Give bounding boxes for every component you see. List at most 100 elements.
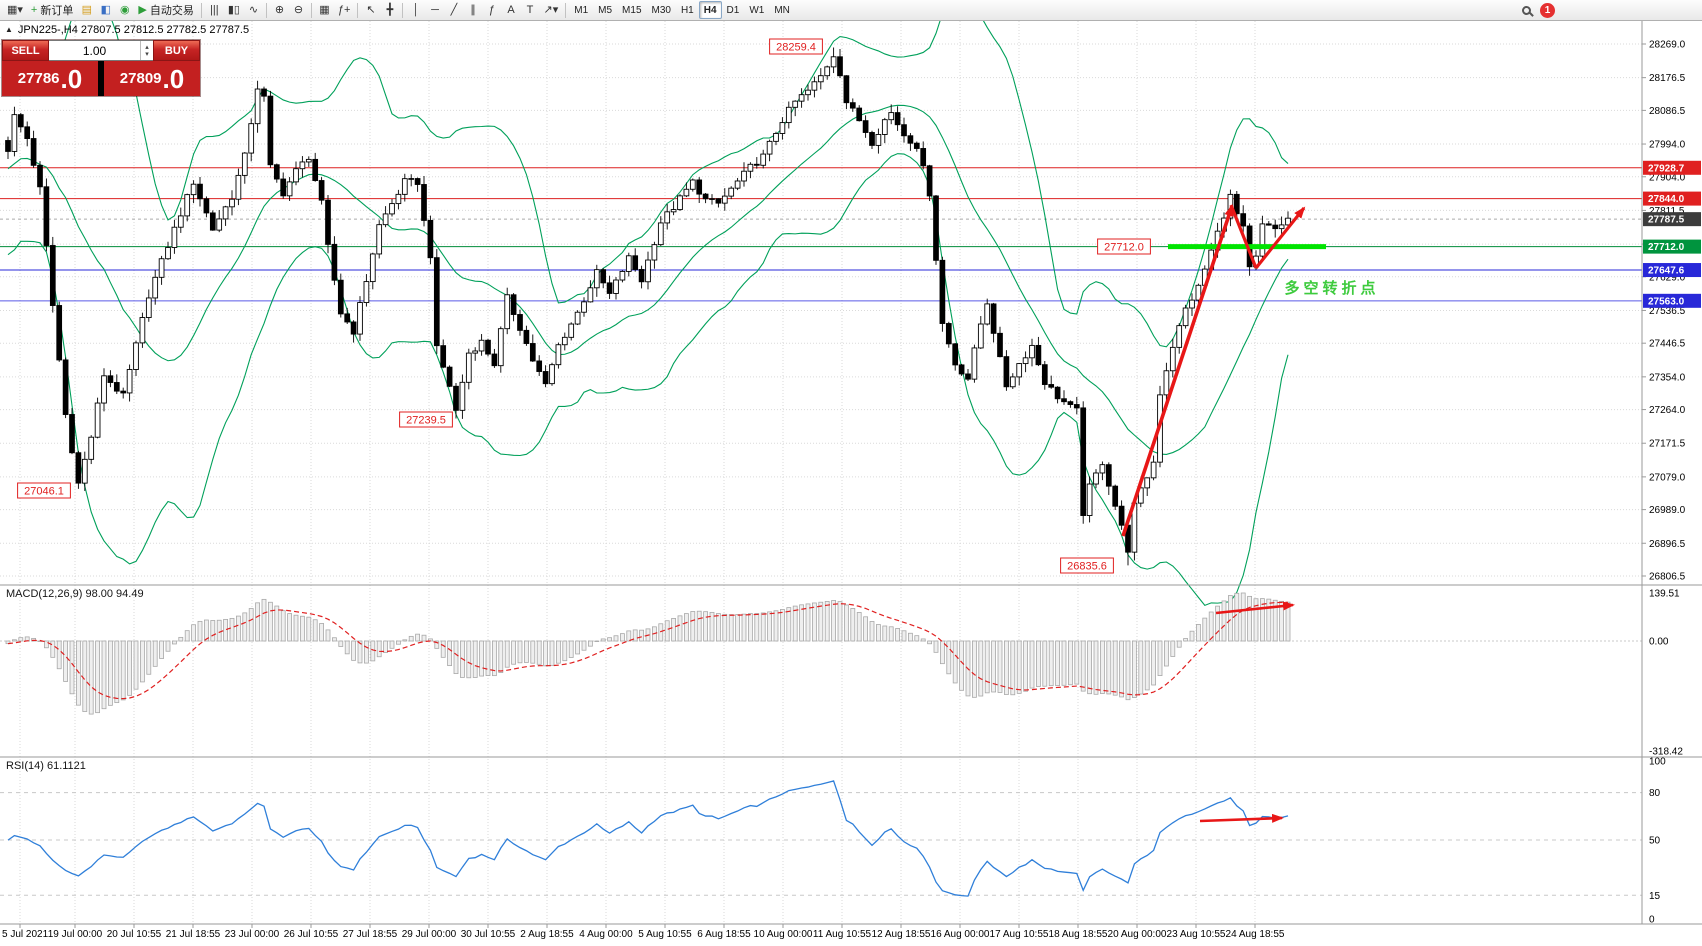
fibonacci-button[interactable]: ƒ — [482, 1, 501, 19]
svg-text:23 Aug 10:55: 23 Aug 10:55 — [1167, 929, 1226, 940]
tile-windows-button-icon: ▦ — [319, 3, 330, 16]
autotrading-button-icon: ▶ — [138, 3, 147, 16]
navigator-button[interactable]: ◉ — [115, 1, 134, 19]
bar-chart-button-icon: ||| — [210, 3, 219, 16]
svg-text:10 Aug 00:00: 10 Aug 00:00 — [754, 929, 813, 940]
data-window-button[interactable]: ◧ — [96, 1, 115, 19]
vertical-line-button[interactable]: │ — [406, 1, 425, 19]
timeframe-m30-button[interactable]: M30 — [651, 4, 671, 16]
zoom-in-button-icon: ⊕ — [274, 3, 285, 16]
tile-windows-button[interactable]: ▦ — [315, 1, 334, 19]
volume-down-icon[interactable]: ▾ — [145, 50, 149, 58]
autotrading-button-label: 自动交易 — [149, 5, 194, 17]
notifications-button[interactable]: 1 — [1536, 1, 1559, 19]
svg-text:100: 100 — [1649, 757, 1666, 768]
candles — [5, 47, 1291, 566]
one-click-trading-panel: SELL ▴▾ BUY 27786.0 27809.0 — [2, 40, 200, 96]
timeframe-m5-button[interactable]: M5 — [598, 4, 613, 16]
horizontal-line-button-icon: ─ — [431, 3, 439, 16]
sell-button[interactable]: SELL — [2, 40, 49, 61]
sell-price[interactable]: 27786.0 — [2, 61, 98, 96]
svg-text:27354.0: 27354.0 — [1649, 372, 1686, 383]
toolbar: ▦▾ + 新订单 ▤ ◧ ◉ ▶ 自动交易 ||| ▮▯ ∿ ⊕ ⊖ ▦ ƒ+ ↖ ╋ │ ─ ╱ ∥ ƒ A T ↗▾ M1 M5… — [0, 0, 1702, 21]
svg-text:27 Jul 18:55: 27 Jul 18:55 — [343, 929, 398, 940]
channel-button[interactable]: ∥ — [463, 1, 482, 19]
svg-text:28086.5: 28086.5 — [1649, 106, 1686, 117]
search-icon — [1522, 5, 1531, 15]
volume-up-icon[interactable]: ▴ — [145, 43, 149, 51]
sell-price-big: .0 — [60, 63, 83, 94]
timeframe-m1-button[interactable]: M1 — [574, 4, 589, 16]
candlestick-chart-button[interactable]: ▮▯ — [224, 1, 244, 19]
text-button-icon: A — [507, 3, 515, 16]
svg-text:27536.5: 27536.5 — [1649, 306, 1686, 317]
svg-text:29 Jul 00:00: 29 Jul 00:00 — [402, 929, 457, 940]
svg-text:15: 15 — [1649, 891, 1661, 902]
chart-type-menu[interactable]: ▦▾ — [3, 1, 27, 19]
buy-price[interactable]: 27809.0 — [104, 61, 200, 96]
horizontal-line-button[interactable]: ─ — [425, 1, 444, 19]
crosshair-button[interactable]: ╋ — [380, 1, 399, 19]
svg-text:27994.0: 27994.0 — [1649, 140, 1686, 151]
timeframe-d1-button[interactable]: D1 — [726, 4, 740, 16]
text-button[interactable]: A — [501, 1, 520, 19]
svg-text:4 Aug 00:00: 4 Aug 00:00 — [579, 929, 633, 940]
svg-text:20 Jul 10:55: 20 Jul 10:55 — [107, 929, 162, 940]
line-chart-button[interactable]: ∿ — [244, 1, 263, 19]
svg-text:23 Jul 00:00: 23 Jul 00:00 — [225, 929, 280, 940]
search-button[interactable] — [1517, 1, 1536, 19]
bar-chart-button[interactable]: ||| — [205, 1, 224, 19]
timeframe-m15-button[interactable]: M15 — [622, 4, 642, 16]
svg-text:28269.0: 28269.0 — [1649, 40, 1686, 51]
crosshair-button-icon: ╋ — [386, 3, 394, 16]
channel-button-icon: ∥ — [470, 3, 476, 16]
buy-button[interactable]: BUY — [153, 40, 200, 61]
trendline-button[interactable]: ╱ — [444, 1, 463, 19]
svg-text:27629.0: 27629.0 — [1649, 272, 1686, 283]
svg-text:6 Aug 18:55: 6 Aug 18:55 — [697, 929, 751, 940]
time-axis[interactable]: 5 Jul 2021 19 Jul 00:00 20 Jul 10:55 21 Jul… — [2, 929, 1285, 940]
toolbar-separator — [265, 2, 267, 18]
svg-text:19 Jul 00:00: 19 Jul 00:00 — [48, 929, 103, 940]
chart-title: ▲ JPN225-,H4 27807.5 27812.5 27782.5 2778… — [5, 24, 249, 36]
text-label-button-icon: T — [526, 3, 534, 16]
trend-arrows[interactable] — [1121, 204, 1306, 823]
rsi-line — [7, 780, 1289, 897]
oneclick-collapse-icon[interactable]: ▲ — [5, 25, 13, 34]
data-window-button-icon: ◧ — [100, 3, 112, 16]
cursor-button-icon: ↖ — [366, 3, 376, 16]
timeframe-mn-button[interactable]: MN — [774, 4, 790, 16]
svg-text:27811.5: 27811.5 — [1649, 206, 1685, 217]
market-watch-button[interactable]: ▤ — [77, 1, 96, 19]
svg-text:26896.5: 26896.5 — [1649, 539, 1686, 550]
bollinger-bands — [7, 0, 1289, 606]
volume-spinner[interactable]: ▴ ▾ — [140, 41, 153, 60]
svg-text:26 Jul 10:55: 26 Jul 10:55 — [284, 929, 339, 940]
autotrading-button[interactable]: ▶ 自动交易 — [134, 1, 197, 19]
macd-indicator-label: MACD(12,26,9) 98.00 94.49 — [6, 588, 144, 600]
zoom-out-button[interactable]: ⊖ — [289, 1, 308, 19]
price-callouts[interactable]: 28259.4 27712.0 27239.5 27046.1 26835.6 — [17, 38, 1151, 574]
svg-text:28259.4: 28259.4 — [776, 42, 816, 54]
zoom-in-button[interactable]: ⊕ — [270, 1, 289, 19]
volume-input[interactable] — [49, 41, 140, 60]
new-order-button-label: 新订单 — [40, 5, 74, 17]
indicators-button[interactable]: ƒ+ — [334, 1, 355, 19]
text-label-button[interactable]: T — [520, 1, 539, 19]
cursor-button[interactable]: ↖ — [361, 1, 380, 19]
svg-text:5 Jul 2021: 5 Jul 2021 — [2, 929, 49, 940]
rsi-indicator-label: RSI(14) 61.1121 — [6, 760, 86, 772]
toolbar-separator — [565, 2, 567, 18]
timeframe-h4-button[interactable]: H4 — [698, 1, 722, 19]
horizontal-price-lines[interactable] — [0, 167, 1642, 302]
new-order-button[interactable]: + 新订单 — [27, 1, 77, 19]
svg-text:20 Aug 00:00: 20 Aug 00:00 — [1108, 929, 1167, 940]
timeframe-w1-button[interactable]: W1 — [749, 4, 765, 16]
price-axis[interactable]: 28269.0 28176.5 28086.5 27994.0 27904.0 27811… — [1643, 40, 1701, 583]
timeframe-h1-button[interactable]: H1 — [680, 4, 694, 16]
arrow-tools-button[interactable]: ↗▾ — [539, 1, 562, 19]
price-divider — [98, 61, 104, 96]
